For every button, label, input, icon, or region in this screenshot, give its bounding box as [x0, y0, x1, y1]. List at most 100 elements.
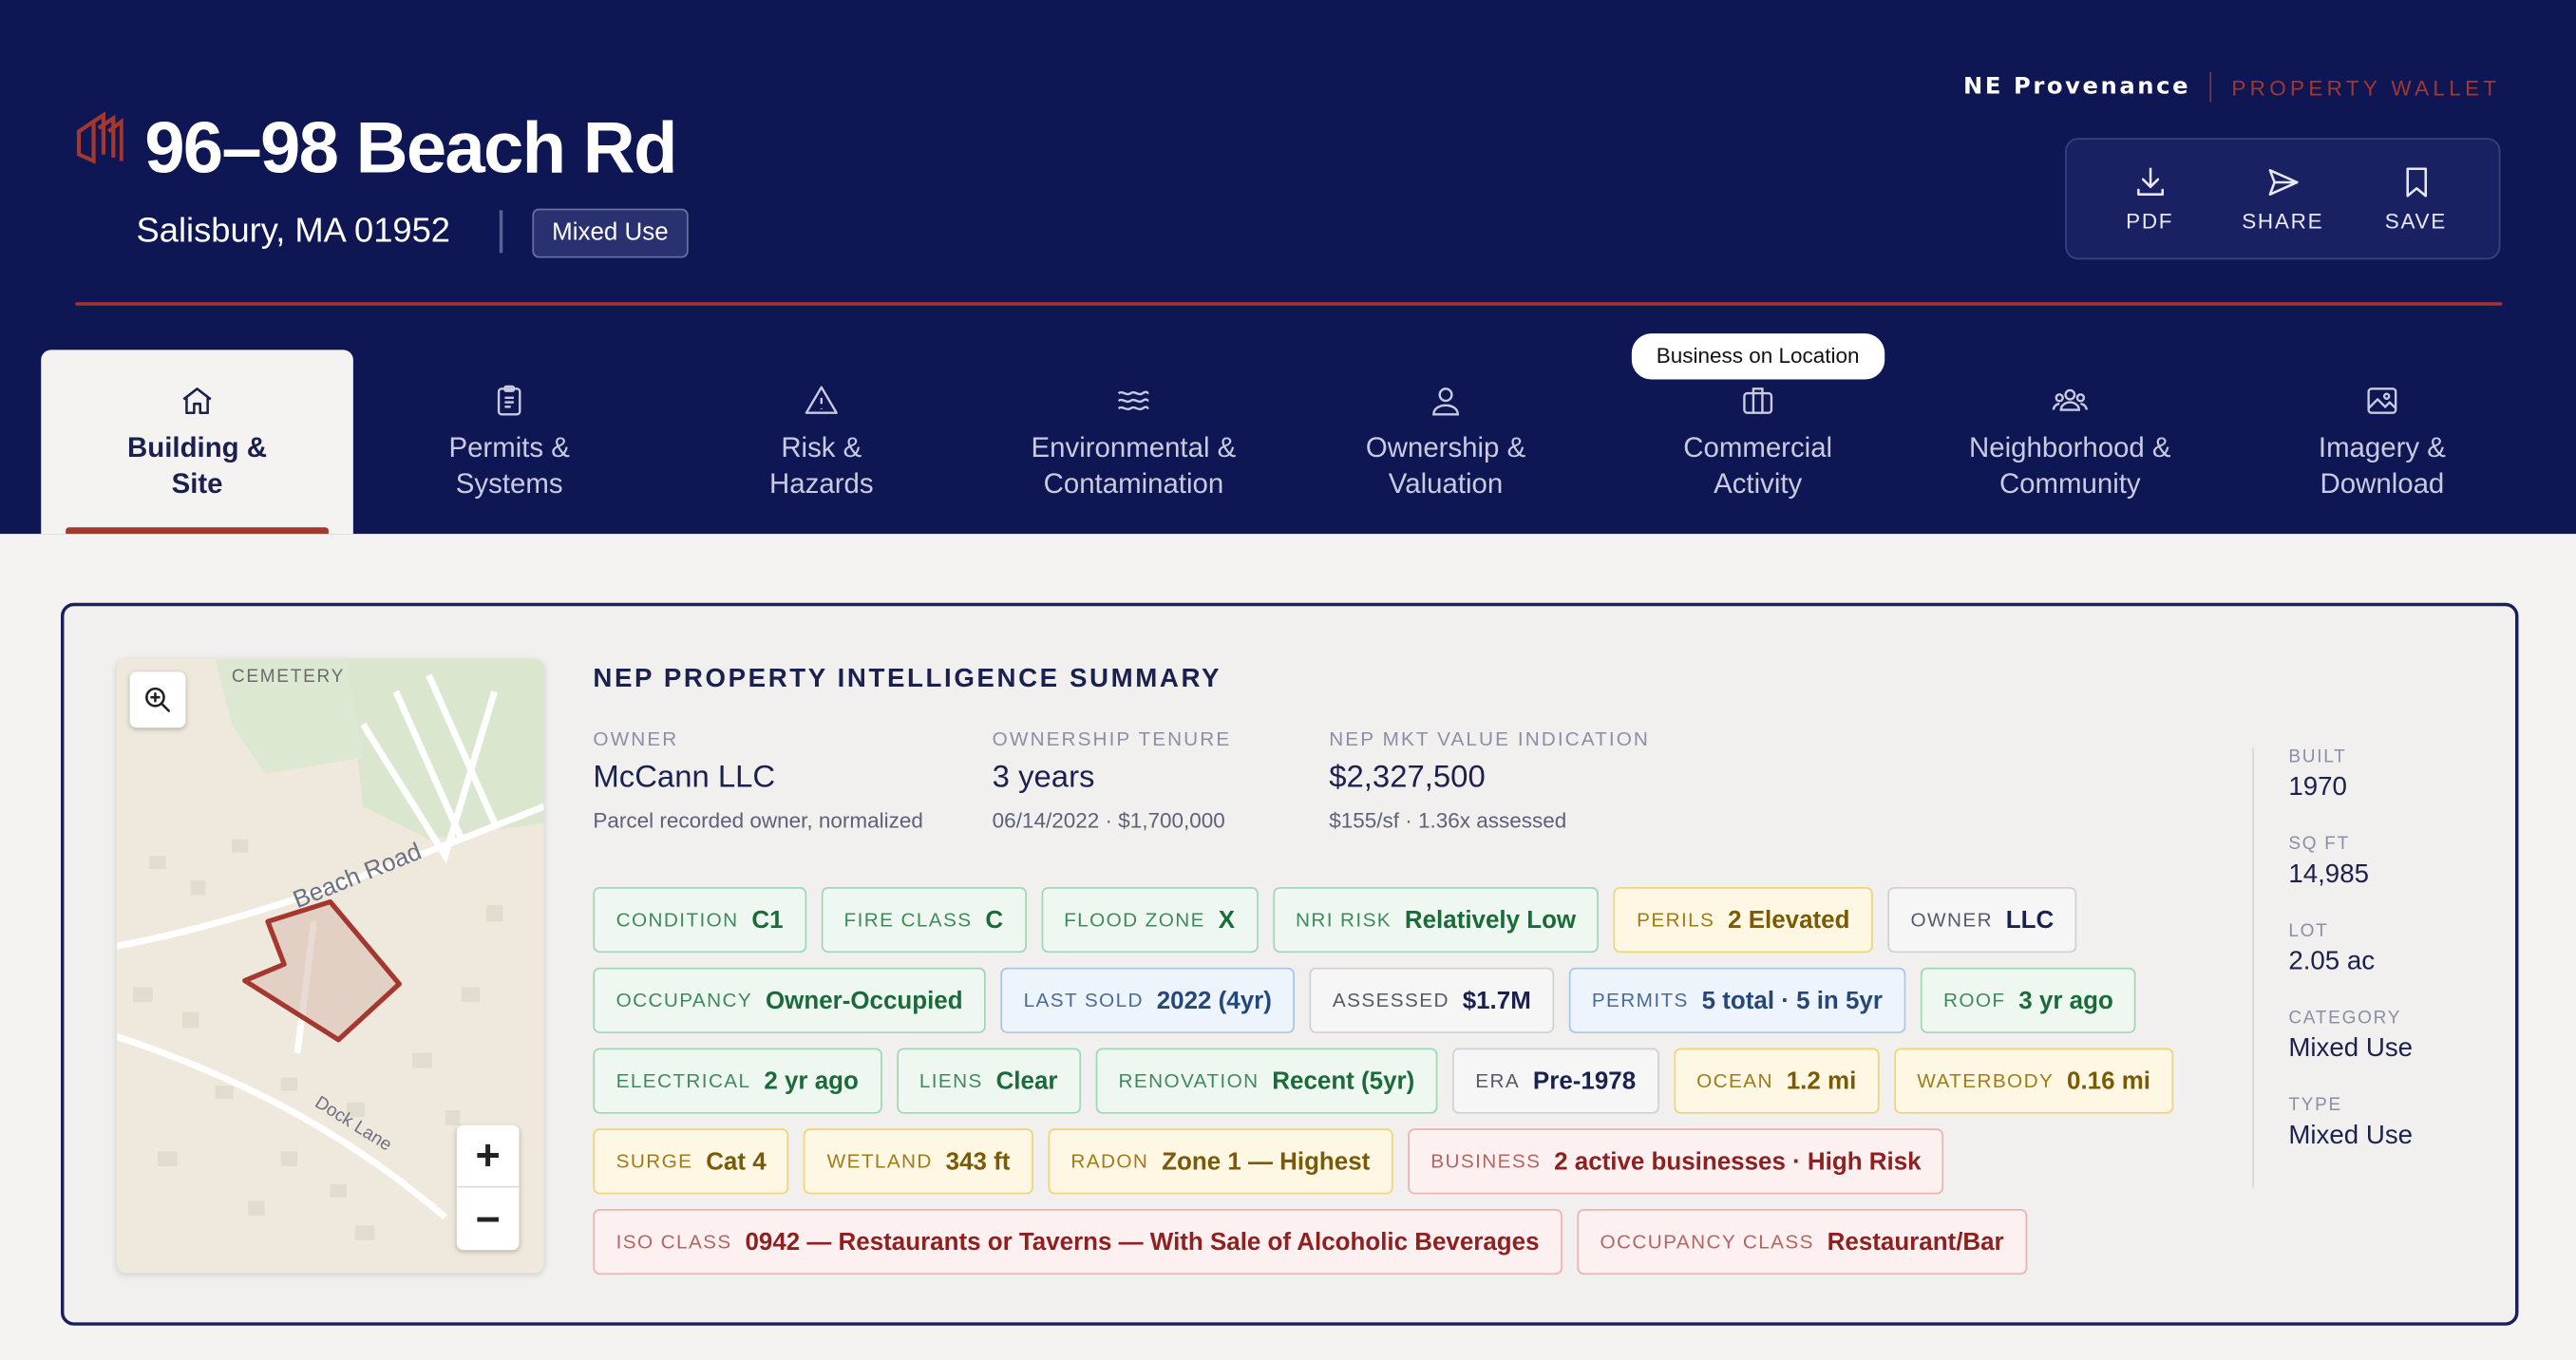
chip-row: OCCUPANCY Owner-Occupied LAST SOLD 2022 (4y…	[593, 967, 2153, 1033]
tab-risk-hazards[interactable]: Risk & Hazards	[665, 349, 977, 534]
tab-neighborhood-community[interactable]: Neighborhood & Community	[1914, 349, 2226, 534]
attribute-chip: LIENS Clear	[896, 1048, 1081, 1114]
chip-value: Relatively Low	[1404, 905, 1577, 935]
attribute-chip: FIRE CLASS C	[821, 886, 1027, 954]
brand: NE Provenance PROPERTY WALLET	[1963, 72, 2500, 103]
owner-stat: OWNER McCann LLC Parcel recorded owner, …	[593, 727, 922, 833]
attribute-chip: ASSESSED $1.7M	[1309, 967, 1555, 1033]
tab-ownership-valuation[interactable]: Ownership & Valuation	[1290, 349, 1602, 534]
chip-key: BUSINESS	[1430, 1149, 1542, 1173]
chip-key: RENOVATION	[1118, 1068, 1260, 1093]
clipboard-icon	[497, 385, 521, 416]
tab-building-site[interactable]: Building & Site	[41, 349, 353, 535]
chip-key: LAST SOLD	[1023, 989, 1144, 1012]
waves-icon	[1117, 390, 1149, 411]
tab-environmental[interactable]: Environmental & Contamination	[977, 349, 1290, 534]
attribute-chip: FLOOD ZONE X	[1040, 886, 1259, 954]
property-facts: BUILT 1970 SQ FT 14,985 LOT 2.05 ac CATEGORY Mi…	[2252, 746, 2498, 1188]
share-button[interactable]: SHARE	[2226, 164, 2340, 234]
chip-key: OCCUPANCY CLASS	[1600, 1230, 1814, 1254]
chip-value: 2022 (4yr)	[1156, 986, 1272, 1015]
chip-key: OWNER	[1910, 908, 1993, 932]
person-icon	[1432, 387, 1459, 416]
attribute-chip: SURGE Cat 4	[593, 1128, 789, 1195]
chip-key: ASSESSED	[1332, 989, 1449, 1012]
fact-label: LOT	[2288, 921, 2329, 942]
tab-label-line2: Systems	[455, 467, 563, 500]
fact-value: 2.05 ac	[2288, 947, 2376, 976]
tab-imagery-download[interactable]: Imagery & Download	[2226, 349, 2539, 534]
fact-label: CATEGORY	[2288, 1008, 2402, 1029]
chip-value: LLC	[2005, 905, 2055, 935]
bookmark-icon	[2405, 167, 2427, 198]
map-zoom-fit-button[interactable]	[129, 671, 186, 728]
owner-label: OWNER	[593, 727, 679, 751]
chip-value: C	[985, 905, 1004, 935]
chip-row: SURGE Cat 4 WETLAND 343 ft RADON Zone 1 — Hig…	[593, 1128, 2153, 1195]
save-button[interactable]: SAVE	[2358, 164, 2473, 234]
chip-key: OCCUPANCY	[616, 989, 753, 1012]
tab-label-line1: Building &	[127, 431, 268, 463]
attribute-chip: ROOF 3 yr ago	[1920, 967, 2137, 1033]
tenure-value: 3 years	[992, 760, 1095, 796]
chip-key: ERA	[1475, 1068, 1521, 1093]
page-title: 96–98 Beach Rd	[144, 108, 677, 189]
fact-item: LOT 2.05 ac	[2288, 921, 2498, 977]
summary-title: NEP PROPERTY INTELLIGENCE SUMMARY	[593, 665, 1222, 693]
logo-icon	[76, 111, 123, 164]
fact-value: 1970	[2288, 773, 2347, 803]
attribute-chip: CONDITION C1	[593, 886, 806, 954]
city-state-zip: Salisbury, MA 01952	[136, 212, 451, 250]
chip-value: 0.16 mi	[2067, 1067, 2151, 1095]
parcel-map[interactable]: CEMETERY Beach Road Dock Lane + −	[116, 658, 544, 1274]
tab-label-line1: Environmental &	[1031, 431, 1237, 463]
fact-item: BUILT 1970	[2288, 747, 2498, 803]
tab-commercial-activity[interactable]: Business on Location Commercial Activity	[1601, 333, 1914, 534]
chip-value: Recent (5yr)	[1272, 1067, 1415, 1095]
chip-row: ELECTRICAL 2 yr ago LIENS Clear RENOVATION Re…	[593, 1048, 2174, 1114]
chip-value: 1.2 mi	[1786, 1067, 1857, 1095]
header: 96–98 Beach Rd Salisbury, MA 01952 Mixed…	[0, 0, 2576, 535]
chip-value: 3 yr ago	[2018, 986, 2113, 1015]
tab-label-line2: Site	[171, 467, 223, 500]
header-divider	[75, 302, 2503, 306]
attribute-chip: PERMITS 5 total · 5 in 5yr	[1568, 967, 1906, 1033]
chip-key: LIENS	[919, 1068, 983, 1093]
share-label: SHARE	[2242, 208, 2324, 234]
tab-permits-systems[interactable]: Permits & Systems	[353, 349, 666, 534]
attribute-chip: ELECTRICAL 2 yr ago	[593, 1048, 882, 1114]
fact-value: Mixed Use	[2288, 1122, 2414, 1150]
chip-value: $1.7M	[1462, 986, 1531, 1015]
chip-row: ISO CLASS 0942 — Restaurants or Taverns —…	[593, 1208, 2153, 1275]
tenure-stat: OWNERSHIP TENURE 3 years 06/14/2022 · $1…	[993, 727, 1232, 833]
map-label-cemetery: CEMETERY	[232, 667, 345, 687]
attribute-chip: OWNER LLC	[1887, 886, 2077, 954]
chip-key: RADON	[1070, 1149, 1149, 1173]
owner-sub: Parcel recorded owner, normalized	[593, 807, 923, 833]
fact-value: 14,985	[2288, 860, 2369, 889]
warning-icon	[805, 386, 838, 414]
attribute-chip: ISO CLASS 0942 — Restaurants or Taverns —…	[593, 1208, 1563, 1275]
tab-bar: Building & Site Permits & Systems Risk &…	[41, 333, 2539, 535]
attribute-chip: WETLAND 343 ft	[804, 1128, 1033, 1195]
chip-key: SURGE	[616, 1149, 693, 1173]
active-tab-indicator	[66, 527, 329, 535]
zoom-out-button[interactable]: −	[475, 1193, 501, 1243]
summary-card: CEMETERY Beach Road Dock Lane + − NEP PR…	[60, 602, 2519, 1326]
chip-key: WETLAND	[826, 1149, 933, 1173]
send-icon	[2267, 169, 2298, 196]
chip-value: X	[1218, 905, 1236, 935]
tab-label-line2: Contamination	[1043, 467, 1224, 500]
pdf-button[interactable]: PDF	[2093, 164, 2207, 234]
action-group: PDF SHARE SAVE	[2065, 138, 2501, 260]
chip-key: OCEAN	[1696, 1068, 1773, 1093]
chip-value: Cat 4	[706, 1147, 767, 1176]
tab-label-line2: Hazards	[769, 467, 874, 500]
tab-label-line2: Download	[2320, 467, 2445, 500]
zoom-in-button[interactable]: +	[456, 1125, 520, 1188]
fact-label: TYPE	[2288, 1095, 2342, 1116]
fact-value: Mixed Use	[2288, 1034, 2414, 1064]
market-value-value: $2,327,500	[1329, 760, 1486, 796]
brand-divider	[2209, 72, 2212, 103]
business-on-location-badge: Business on Location	[1631, 333, 1885, 380]
